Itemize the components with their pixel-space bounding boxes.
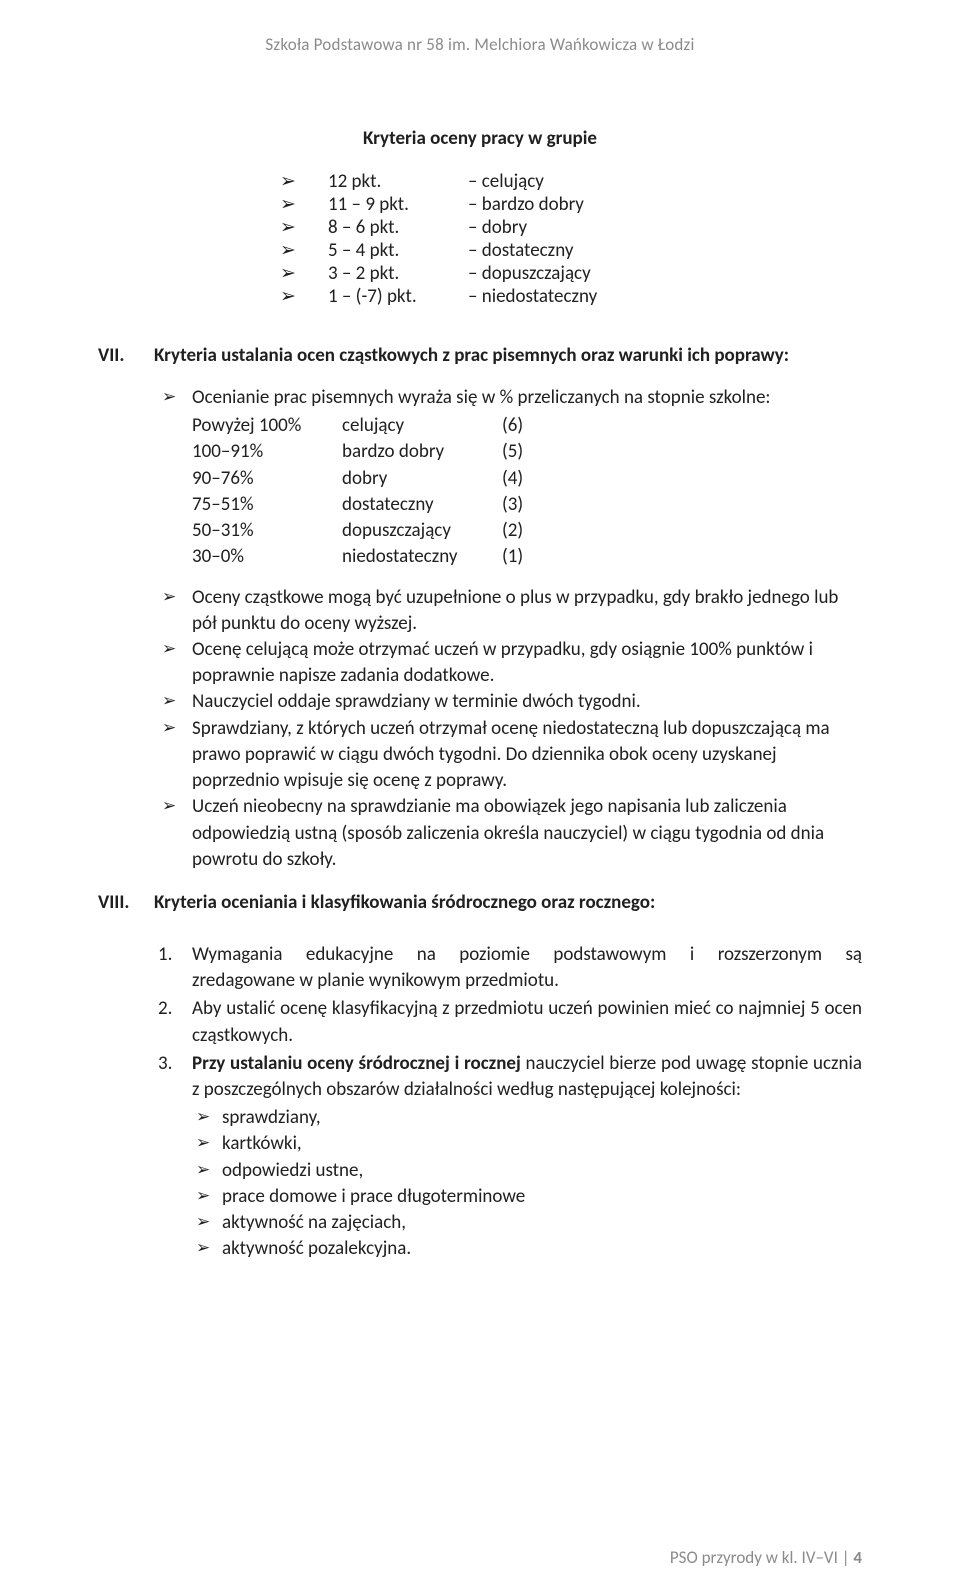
section-vii-body: Ocenianie prac pisemnych wyraża się w % …: [98, 385, 862, 873]
page: Szkoła Podstawowa nr 58 im. Melchiora Wa…: [0, 0, 960, 1596]
range-cell: 75–51%: [192, 492, 342, 518]
item-text-line1: Wymagania edukacyjne na poziomie podstaw…: [192, 942, 862, 968]
table-row: 90–76%dobry(4): [192, 466, 862, 492]
name-cell: celujący: [342, 413, 502, 439]
arrow-icon: ➢: [280, 170, 302, 193]
table-row: 30–0%niedostateczny(1): [192, 544, 862, 570]
list-item: aktywność pozalekcyjna.: [222, 1236, 862, 1262]
table-row: ➢ 11 – 9 pkt.– bardzo dobry: [270, 193, 690, 216]
name-cell: dostateczny: [342, 492, 502, 518]
group-criteria-title: Kryteria oceny pracy w grupie: [98, 127, 862, 150]
list-item: odpowiedzi ustne,: [222, 1158, 862, 1184]
sub-text: kartkówki,: [222, 1132, 302, 1155]
arrow-icon: ➢: [280, 285, 302, 308]
arrow-icon: ➢: [280, 216, 302, 239]
page-number: 4: [853, 1547, 862, 1568]
sub-text: sprawdziany,: [222, 1106, 321, 1129]
percent-grade-table: Powyżej 100%celujący(6) 100–91%bardzo do…: [192, 413, 862, 570]
page-header: Szkoła Podstawowa nr 58 im. Melchiora Wa…: [98, 34, 862, 55]
roman-numeral: VIII.: [98, 891, 154, 914]
table-row: ➢ 5 – 4 pkt.– dostateczny: [270, 239, 690, 262]
item-number: 3.: [158, 1051, 172, 1077]
group-grade-table: ➢ 12 pkt.– celujący ➢ 11 – 9 pkt.– bardzo …: [270, 170, 690, 308]
bullet-text: Oceny cząstkowe mogą być uzupełnione o p…: [192, 586, 838, 635]
numbered-item: 3. Przy ustalaniu oceny śródrocznej i ro…: [154, 1051, 862, 1263]
section-viii-body: 1. Wymagania edukacyjne na poziomie pods…: [98, 942, 862, 1263]
list-item: Sprawdziany, z których uczeń otrzymał oc…: [192, 716, 862, 795]
name-cell: dobry: [342, 466, 502, 492]
footer-text: PSO przyrody w kl. IV–VI |: [670, 1547, 854, 1568]
num-cell: (5): [502, 439, 562, 465]
item-text: Aby ustalić ocenę klasyfikacyjną z przed…: [192, 997, 862, 1046]
item-number: 2.: [158, 996, 172, 1022]
sub-text: aktywność na zajęciach,: [222, 1211, 406, 1234]
bullet-text: Uczeń nieobecny na sprawdzianie ma obowi…: [192, 795, 824, 870]
item-bold-lead: Przy ustalaniu oceny śródrocznej i roczn…: [192, 1052, 521, 1075]
section-viii-heading: VIII. Kryteria oceniania i klasyfikowani…: [98, 891, 862, 914]
table-row: ➢ 1 – (-7) pkt.– niedostateczny: [270, 285, 690, 308]
points-cell: 5 – 4 pkt.: [328, 239, 468, 262]
table-row: 75–51%dostateczny(3): [192, 492, 862, 518]
range-cell: Powyżej 100%: [192, 413, 342, 439]
table-row: 100–91%bardzo dobry(5): [192, 439, 862, 465]
arrow-icon: ➢: [280, 239, 302, 262]
num-cell: (1): [502, 544, 562, 570]
range-cell: 100–91%: [192, 439, 342, 465]
section-title-text: Kryteria ustalania ocen cząstkowych z pr…: [154, 344, 862, 367]
points-cell: 8 – 6 pkt.: [328, 216, 468, 239]
name-cell: bardzo dobry: [342, 439, 502, 465]
grade-cell: – celujący: [468, 170, 678, 193]
sub-text: odpowiedzi ustne,: [222, 1159, 363, 1182]
list-item: kartkówki,: [222, 1131, 862, 1157]
item-text-line2: zredagowane w planie wynikowym przedmiot…: [192, 969, 559, 992]
name-cell: niedostateczny: [342, 544, 502, 570]
grade-cell: – bardzo dobry: [468, 193, 678, 216]
range-cell: 30–0%: [192, 544, 342, 570]
points-cell: 12 pkt.: [328, 170, 468, 193]
section-vii-heading: VII. Kryteria ustalania ocen cząstkowych…: [98, 344, 862, 367]
section-title-text: Kryteria oceniania i klasyfikowania śród…: [154, 891, 862, 914]
range-cell: 50–31%: [192, 518, 342, 544]
sub-text: aktywność pozalekcyjna.: [222, 1237, 411, 1260]
sub-text: prace domowe i prace długoterminowe: [222, 1185, 525, 1208]
arrow-icon: ➢: [280, 262, 302, 285]
num-cell: (3): [502, 492, 562, 518]
points-cell: 1 – (-7) pkt.: [328, 285, 468, 308]
numbered-item: 2. Aby ustalić ocenę klasyfikacyjną z pr…: [154, 996, 862, 1048]
table-row: 50–31%dopuszczający(2): [192, 518, 862, 544]
bullet-text: Sprawdziany, z których uczeń otrzymał oc…: [192, 717, 830, 792]
bullet-text: Ocenę celującą może otrzymać uczeń w prz…: [192, 638, 813, 687]
grade-cell: – niedostateczny: [468, 285, 678, 308]
list-item: aktywność na zajęciach,: [222, 1210, 862, 1236]
table-row: ➢ 3 – 2 pkt.– dopuszczający: [270, 262, 690, 285]
grade-cell: – dopuszczający: [468, 262, 678, 285]
range-cell: 90–76%: [192, 466, 342, 492]
list-item: Nauczyciel oddaje sprawdziany w terminie…: [192, 689, 862, 715]
page-footer: PSO przyrody w kl. IV–VI | 4: [670, 1547, 862, 1568]
num-cell: (2): [502, 518, 562, 544]
list-item: Ocenę celującą może otrzymać uczeń w prz…: [192, 637, 862, 689]
arrow-icon: ➢: [280, 193, 302, 216]
numbered-item: 1. Wymagania edukacyjne na poziomie pods…: [154, 942, 862, 994]
table-row: Powyżej 100%celujący(6): [192, 413, 862, 439]
list-item: Oceny cząstkowe mogą być uzupełnione o p…: [192, 585, 862, 637]
bullet-text: Nauczyciel oddaje sprawdziany w terminie…: [192, 690, 641, 713]
roman-numeral: VII.: [98, 344, 154, 367]
grade-cell: – dostateczny: [468, 239, 678, 262]
item-number: 1.: [158, 942, 172, 968]
list-item: sprawdziany,: [222, 1105, 862, 1131]
list-item: prace domowe i prace długoterminowe: [222, 1184, 862, 1210]
num-cell: (4): [502, 466, 562, 492]
points-cell: 11 – 9 pkt.: [328, 193, 468, 216]
lead-text: Ocenianie prac pisemnych wyraża się w % …: [192, 386, 771, 409]
grade-cell: – dobry: [468, 216, 678, 239]
list-item: Ocenianie prac pisemnych wyraża się w % …: [192, 385, 862, 411]
table-row: ➢ 8 – 6 pkt.– dobry: [270, 216, 690, 239]
num-cell: (6): [502, 413, 562, 439]
points-cell: 3 – 2 pkt.: [328, 262, 468, 285]
table-row: ➢ 12 pkt.– celujący: [270, 170, 690, 193]
list-item: Uczeń nieobecny na sprawdzianie ma obowi…: [192, 794, 862, 873]
name-cell: dopuszczający: [342, 518, 502, 544]
